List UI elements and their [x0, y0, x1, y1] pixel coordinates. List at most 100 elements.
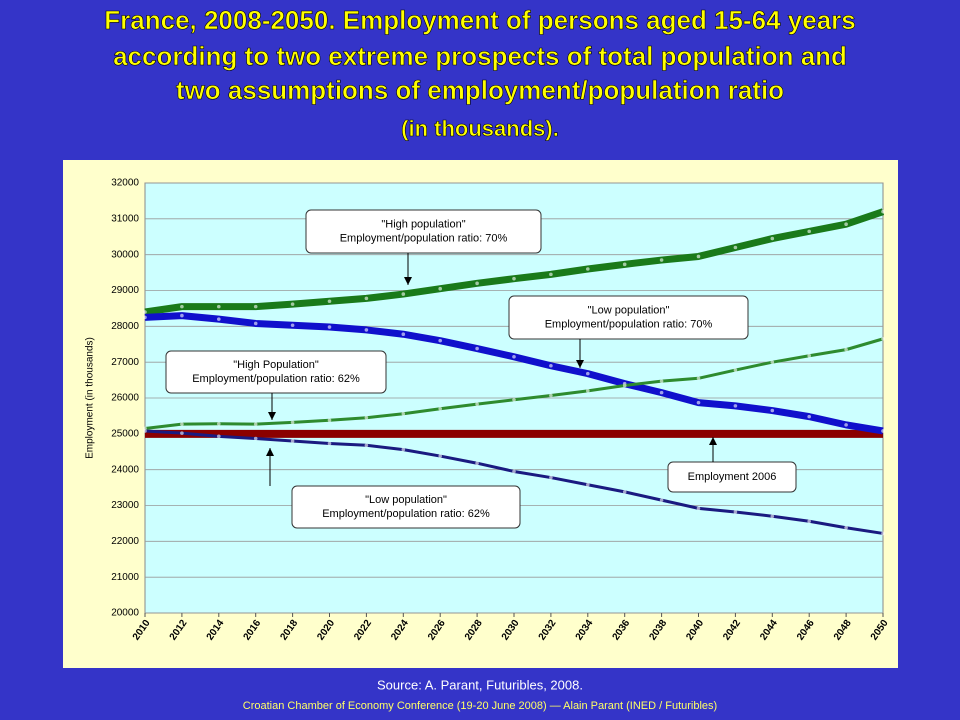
- point: [807, 519, 811, 524]
- y-tick-label: 27000: [111, 357, 139, 368]
- point: [327, 441, 332, 446]
- point: [143, 426, 147, 431]
- point: [659, 498, 664, 502]
- point: [401, 292, 406, 296]
- arrow-head: [268, 412, 276, 420]
- point: [549, 475, 553, 480]
- point: [549, 363, 553, 368]
- point: [143, 310, 147, 314]
- point: [180, 313, 184, 318]
- point: [770, 514, 775, 519]
- point: [290, 439, 295, 443]
- callout-box: [165, 350, 387, 394]
- point: [253, 304, 258, 309]
- y-tick-label: 31000: [111, 213, 139, 224]
- point: [512, 354, 516, 359]
- point: [770, 236, 775, 241]
- callout-text: Employment/population ratio: 70%: [340, 232, 508, 244]
- point: [253, 422, 258, 426]
- point: [290, 323, 295, 328]
- point: [881, 429, 885, 433]
- callout-box: [508, 295, 749, 340]
- title-line: two assumptions of employment/population…: [176, 75, 784, 105]
- point: [733, 404, 738, 408]
- point: [733, 245, 738, 250]
- point: [364, 415, 369, 420]
- point: [807, 353, 811, 358]
- y-tick-label: 32000: [111, 178, 139, 189]
- point: [844, 347, 848, 352]
- point: [475, 402, 479, 406]
- point: [290, 302, 295, 306]
- point: [586, 389, 590, 393]
- point: [438, 454, 443, 458]
- point: [696, 400, 701, 405]
- point: [807, 414, 811, 419]
- point: [438, 286, 443, 291]
- point: [696, 376, 701, 381]
- point: [180, 431, 184, 435]
- point: [290, 420, 295, 425]
- point: [622, 262, 627, 267]
- point: [512, 397, 516, 402]
- point: [844, 423, 848, 427]
- y-tick-label: 23000: [111, 500, 139, 511]
- point: [475, 461, 479, 466]
- point: [327, 299, 332, 304]
- point: [364, 296, 369, 301]
- point: [438, 338, 443, 343]
- point: [622, 490, 627, 494]
- arrow-head: [266, 448, 274, 456]
- callout-box: [305, 209, 542, 254]
- point: [327, 418, 332, 423]
- point: [143, 315, 147, 320]
- y-tick-label: 30000: [111, 249, 139, 260]
- arrow-head: [404, 277, 412, 285]
- y-tick-label: 28000: [111, 321, 139, 332]
- point: [696, 254, 701, 259]
- point: [217, 434, 221, 439]
- point: [770, 360, 775, 364]
- callout-text: "Low population": [588, 304, 670, 316]
- point: [770, 408, 775, 413]
- point: [143, 429, 147, 433]
- point: [696, 506, 701, 511]
- point: [881, 531, 885, 536]
- point: [512, 469, 516, 474]
- callout-text: "Low population": [365, 494, 447, 506]
- callout-text: Employment 2006: [688, 471, 777, 483]
- point: [733, 510, 738, 514]
- point: [622, 383, 627, 388]
- callout-text: "High population": [381, 218, 465, 230]
- point: [659, 379, 664, 383]
- point: [253, 436, 258, 441]
- point: [659, 258, 664, 262]
- point: [807, 229, 811, 234]
- y-tick-label: 22000: [111, 536, 139, 547]
- point: [438, 406, 443, 411]
- y-tick-label: 29000: [111, 285, 139, 296]
- point: [586, 267, 590, 271]
- point: [475, 346, 479, 351]
- arrow-head: [576, 360, 584, 368]
- point: [401, 447, 406, 452]
- point: [549, 272, 553, 277]
- callout-text: "High Population": [233, 359, 319, 371]
- point: [844, 222, 848, 227]
- title-line: France, 2008-2050. Employment of persons…: [104, 5, 855, 35]
- y-tick-label: 25000: [111, 428, 139, 439]
- callout-box: [291, 485, 521, 529]
- point: [512, 276, 516, 281]
- point: [180, 304, 184, 309]
- title-line: (in thousands).: [401, 116, 559, 141]
- point: [475, 281, 479, 286]
- point: [659, 390, 664, 395]
- y-tick-label: 24000: [111, 464, 139, 475]
- point: [217, 317, 221, 321]
- source: Source: A. Parant, Futuribles, 2008.: [377, 677, 583, 692]
- point: [586, 482, 590, 487]
- point: [180, 422, 184, 426]
- point: [549, 393, 553, 398]
- y-tick-label: 21000: [111, 572, 139, 583]
